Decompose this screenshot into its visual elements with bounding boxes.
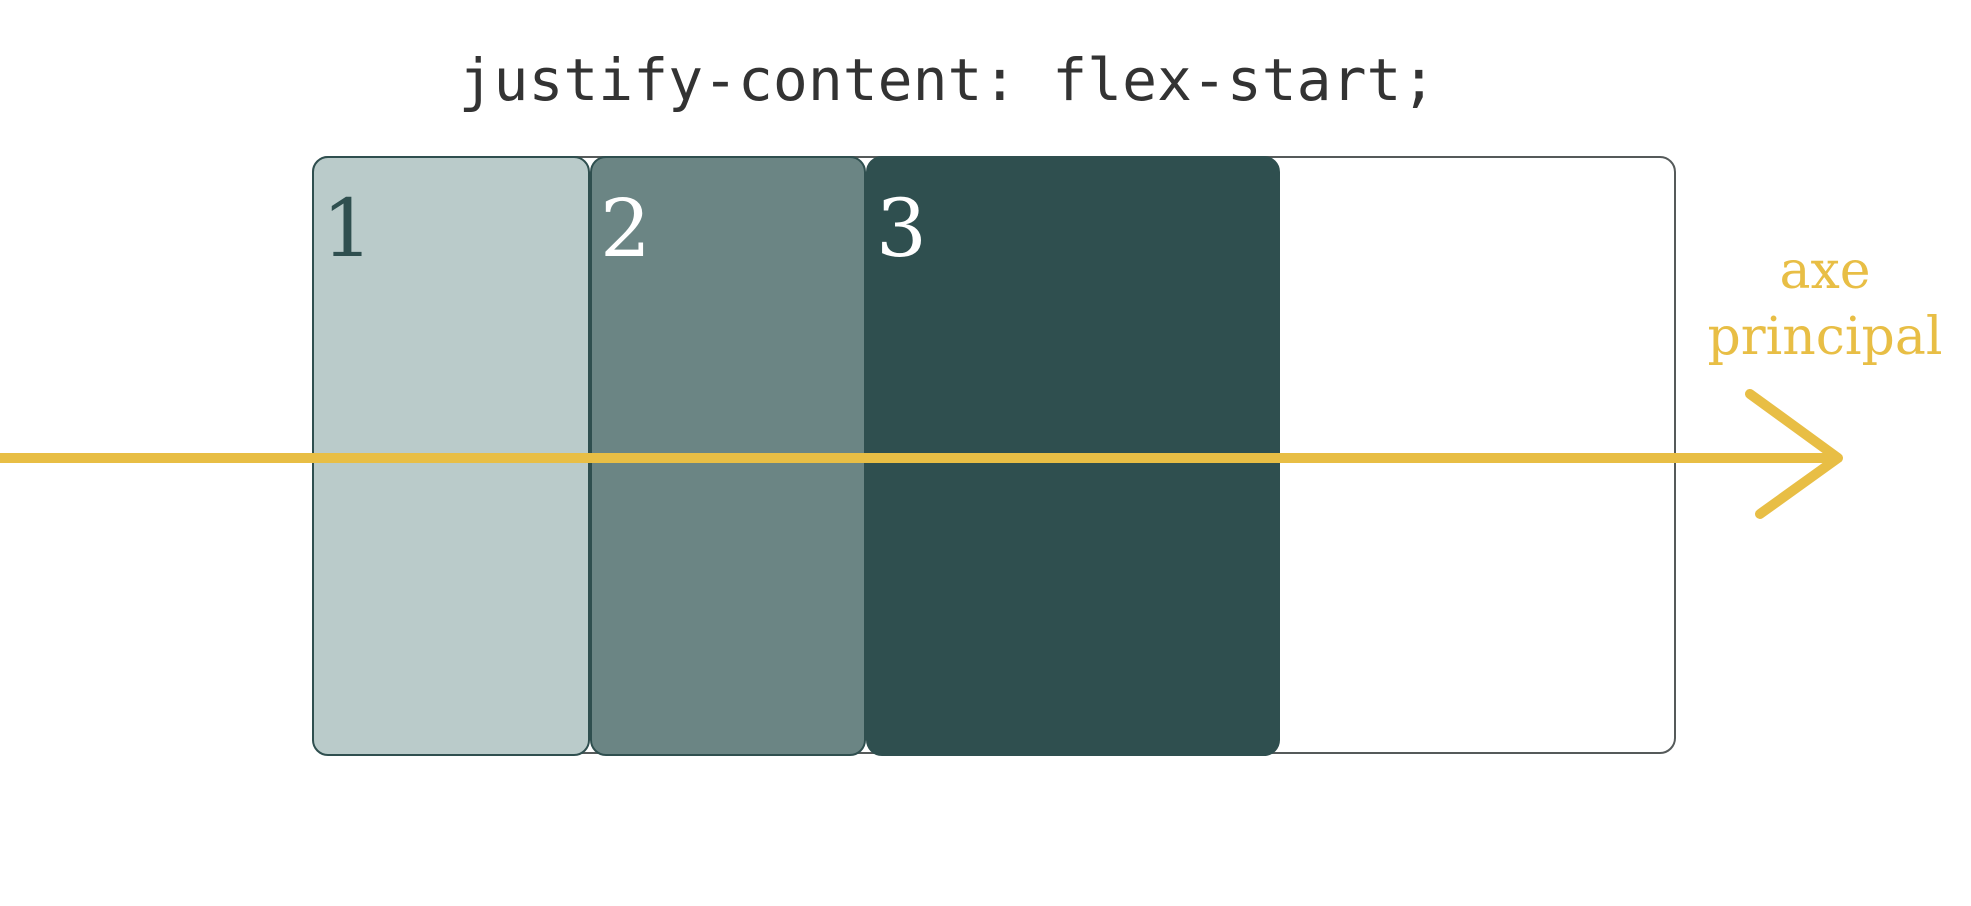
flex-item-3: 3 (866, 156, 1280, 756)
flex-item-1-label: 1 (322, 182, 373, 275)
flex-item-2-label: 2 (600, 182, 651, 275)
main-axis-label-line2: principal (1707, 307, 1943, 367)
flex-item-1: 1 (312, 156, 590, 756)
diagram-title: justify-content: flex-start; (458, 46, 1437, 114)
arrow-head-icon (1745, 389, 1843, 519)
main-axis-label-line1: axe (1779, 241, 1871, 301)
main-axis-label: axe principal (1690, 238, 1960, 370)
flex-item-3-label: 3 (876, 182, 927, 275)
flex-item-2: 2 (590, 156, 866, 756)
